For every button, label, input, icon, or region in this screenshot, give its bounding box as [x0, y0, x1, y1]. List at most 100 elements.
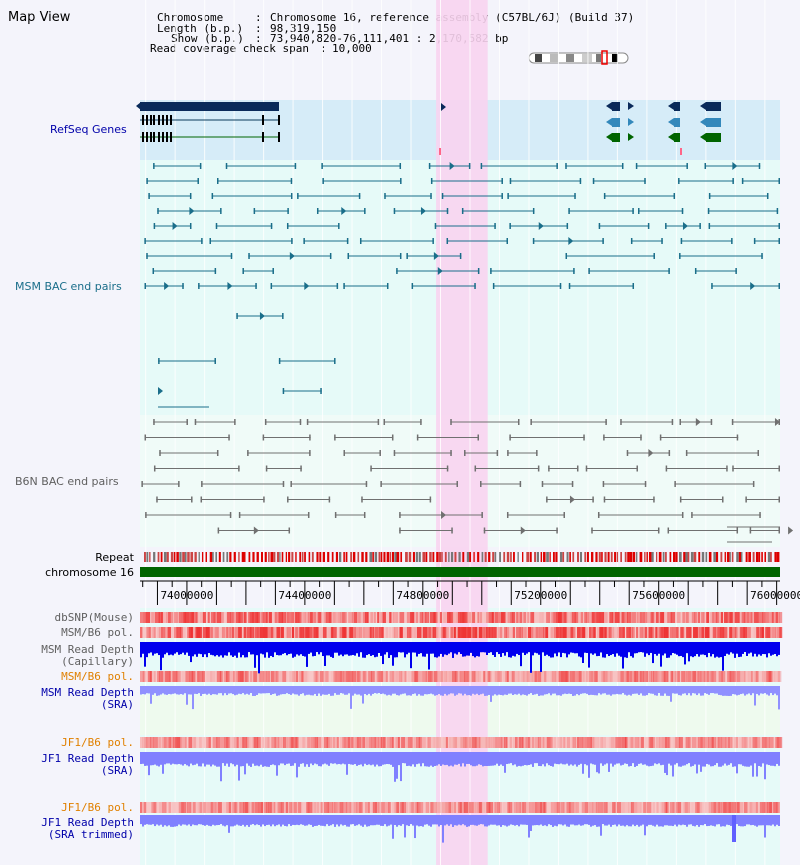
jf1-depth-sra-bar — [490, 752, 492, 766]
msm-depth-cap-bar — [396, 642, 398, 658]
msm-depth-cap-bar — [552, 642, 554, 658]
jf1-depth-sra-bar — [620, 752, 622, 766]
msm-pol-cap-heat-cell — [611, 627, 615, 638]
repeat-element — [536, 552, 539, 562]
jf1-depth-trim-bar — [676, 815, 678, 827]
msm-depth-sra-bar — [262, 686, 264, 694]
dbsnp-heat-cell — [356, 612, 361, 623]
repeat-element — [693, 552, 697, 562]
repeat-element — [546, 552, 549, 562]
b6n-bac-label[interactable]: B6N BAC end pairs — [15, 475, 119, 488]
msm-depth-cap-bar — [588, 642, 590, 668]
msm-depth-sra-bar — [202, 686, 204, 694]
jf1-depth-trim-bar — [404, 815, 406, 838]
jf1-depth-trim-bar — [334, 815, 336, 827]
msm-pol-cap-heat-cell — [443, 627, 447, 638]
jf1-pol-sra-heat-cell — [702, 737, 705, 748]
dbsnp-heat-cell — [425, 612, 430, 623]
msm-pol-cap-heat-cell — [316, 627, 319, 638]
msm-pol-cap-heat-cell — [566, 627, 571, 638]
msm-pol-sra-heat-cell — [185, 671, 190, 682]
jf1-depth-trim-bar — [294, 815, 296, 826]
dbsnp-heat-cell — [249, 612, 255, 623]
msm-depth-cap-bar — [142, 642, 144, 654]
jf1-depth-trim-bar — [604, 815, 606, 826]
jf1-pol-trim-heat-cell — [416, 802, 421, 813]
msm-depth-cap-bar — [710, 642, 712, 657]
refseq-genes-label[interactable]: RefSeq Genes — [50, 123, 127, 136]
dbsnp-heat-cell — [274, 612, 278, 623]
gene-exon — [166, 132, 168, 142]
jf1-depth-trim-bar — [214, 815, 216, 826]
msm-bac-end — [566, 223, 569, 229]
msm-depth-sra-bar — [216, 686, 218, 695]
msm-pol-cap-heat-cell — [530, 627, 534, 638]
msm-bac-end — [214, 358, 216, 364]
jf1-depth-trim-bar — [504, 815, 506, 826]
msm-depth-cap-bar — [564, 642, 566, 654]
msm-pol-sra-heat-cell — [418, 671, 423, 682]
jf1-depth-sra-bar — [464, 752, 466, 767]
msm-pol-sra-heat-cell — [172, 671, 177, 682]
jf1-depth-trim-bar — [382, 815, 384, 826]
jf1-depth-sra-bar — [384, 752, 386, 765]
jf1-depth-trim-bar — [582, 815, 584, 826]
jf1-depth-trim-bar — [674, 815, 676, 825]
jf1-pol-sra-heat-cell — [757, 737, 761, 748]
repeat-element — [713, 552, 716, 562]
gene-exon — [262, 115, 264, 125]
jf1-pol-trim-heat-cell — [454, 802, 457, 813]
msm-depth-sra-bar — [508, 686, 510, 694]
msm-depth-sra-bar — [730, 686, 732, 696]
msm-depth-sra-bar — [184, 686, 186, 694]
dbsnp-heat-cell — [778, 612, 783, 623]
msm-pol-sra-heat-cell — [569, 671, 575, 682]
msm-pol-sra-heat-cell — [610, 671, 613, 682]
msm-bac-end — [334, 358, 336, 364]
msm-depth-sra-bar — [402, 686, 404, 694]
dbsnp-heat-cell — [389, 612, 392, 623]
msm-pol-sra-heat-cell — [427, 671, 432, 682]
msm-depth-sra-bar — [264, 686, 266, 694]
jf1-depth-sra-bar — [392, 752, 394, 767]
msm-pol-cap-heat-cell — [342, 627, 346, 638]
msm-pol-cap-heat-cell — [499, 627, 503, 638]
msm-depth-sra-bar — [256, 686, 258, 695]
repeat-element — [295, 552, 297, 562]
jf1-depth-sra-bar — [526, 752, 528, 766]
repeat-element — [776, 552, 780, 562]
jf1-pol-sra-heat-cell — [475, 737, 481, 748]
jf1-depth-sra-bar — [692, 752, 694, 766]
jf1-depth-sra-bar — [728, 752, 730, 765]
msm-bac-end — [446, 208, 449, 214]
refseq-gene-features[interactable] — [136, 102, 721, 155]
msm-pol-sra-heat-cell — [750, 671, 753, 682]
repeat-element — [343, 552, 345, 562]
msm-depth-cap-bar — [652, 642, 654, 664]
msm-pol-cap-heat-cell — [143, 627, 147, 638]
msm-pol-cap-heat-cell — [746, 627, 751, 638]
msm-depth-sra-bar — [408, 686, 410, 696]
msm-depth-sra-bar — [594, 686, 596, 696]
msm-depth-sra-bar — [478, 686, 480, 696]
msm-bac-end-pairs[interactable] — [144, 162, 780, 408]
b6n-bac-end-pairs[interactable] — [141, 418, 794, 543]
jf1-pol-trim-heat-cell — [438, 802, 442, 813]
msm-depth-cap-bar — [164, 642, 166, 655]
jf1-depth-trim-bar — [186, 815, 188, 826]
b6n-bac-end — [506, 512, 509, 518]
msm-depth-cap-bar — [722, 642, 724, 671]
msm-bac-arrow — [259, 312, 265, 320]
chromosome-ideogram[interactable] — [528, 50, 629, 65]
jf1-depth-sra-bar — [560, 752, 562, 764]
msm-depth-sra-bar — [528, 686, 530, 695]
repeat-element — [510, 552, 512, 562]
jf1-depth-sra-bar — [396, 752, 398, 779]
msm-depth-sra-bar — [346, 686, 348, 695]
msm-depth-sra-bar — [678, 686, 680, 696]
dbsnp-heat-cell — [143, 612, 147, 623]
dbsnp-heat-cell — [587, 612, 593, 623]
jf1-pol-sra-heat-cell — [597, 737, 602, 748]
msm-bac-label[interactable]: MSM BAC end pairs — [15, 280, 122, 293]
jf1-depth-trim-bar — [168, 815, 170, 826]
